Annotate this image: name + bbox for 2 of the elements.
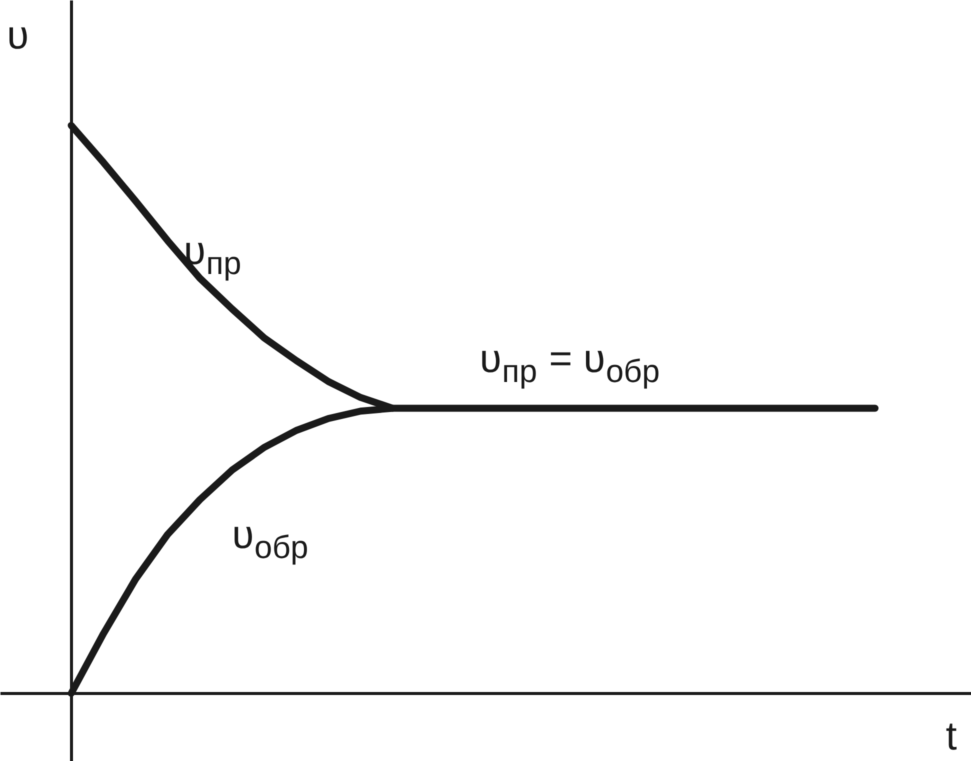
y-axis-title: υ [6,13,29,58]
x-axis-title: t [946,714,957,759]
